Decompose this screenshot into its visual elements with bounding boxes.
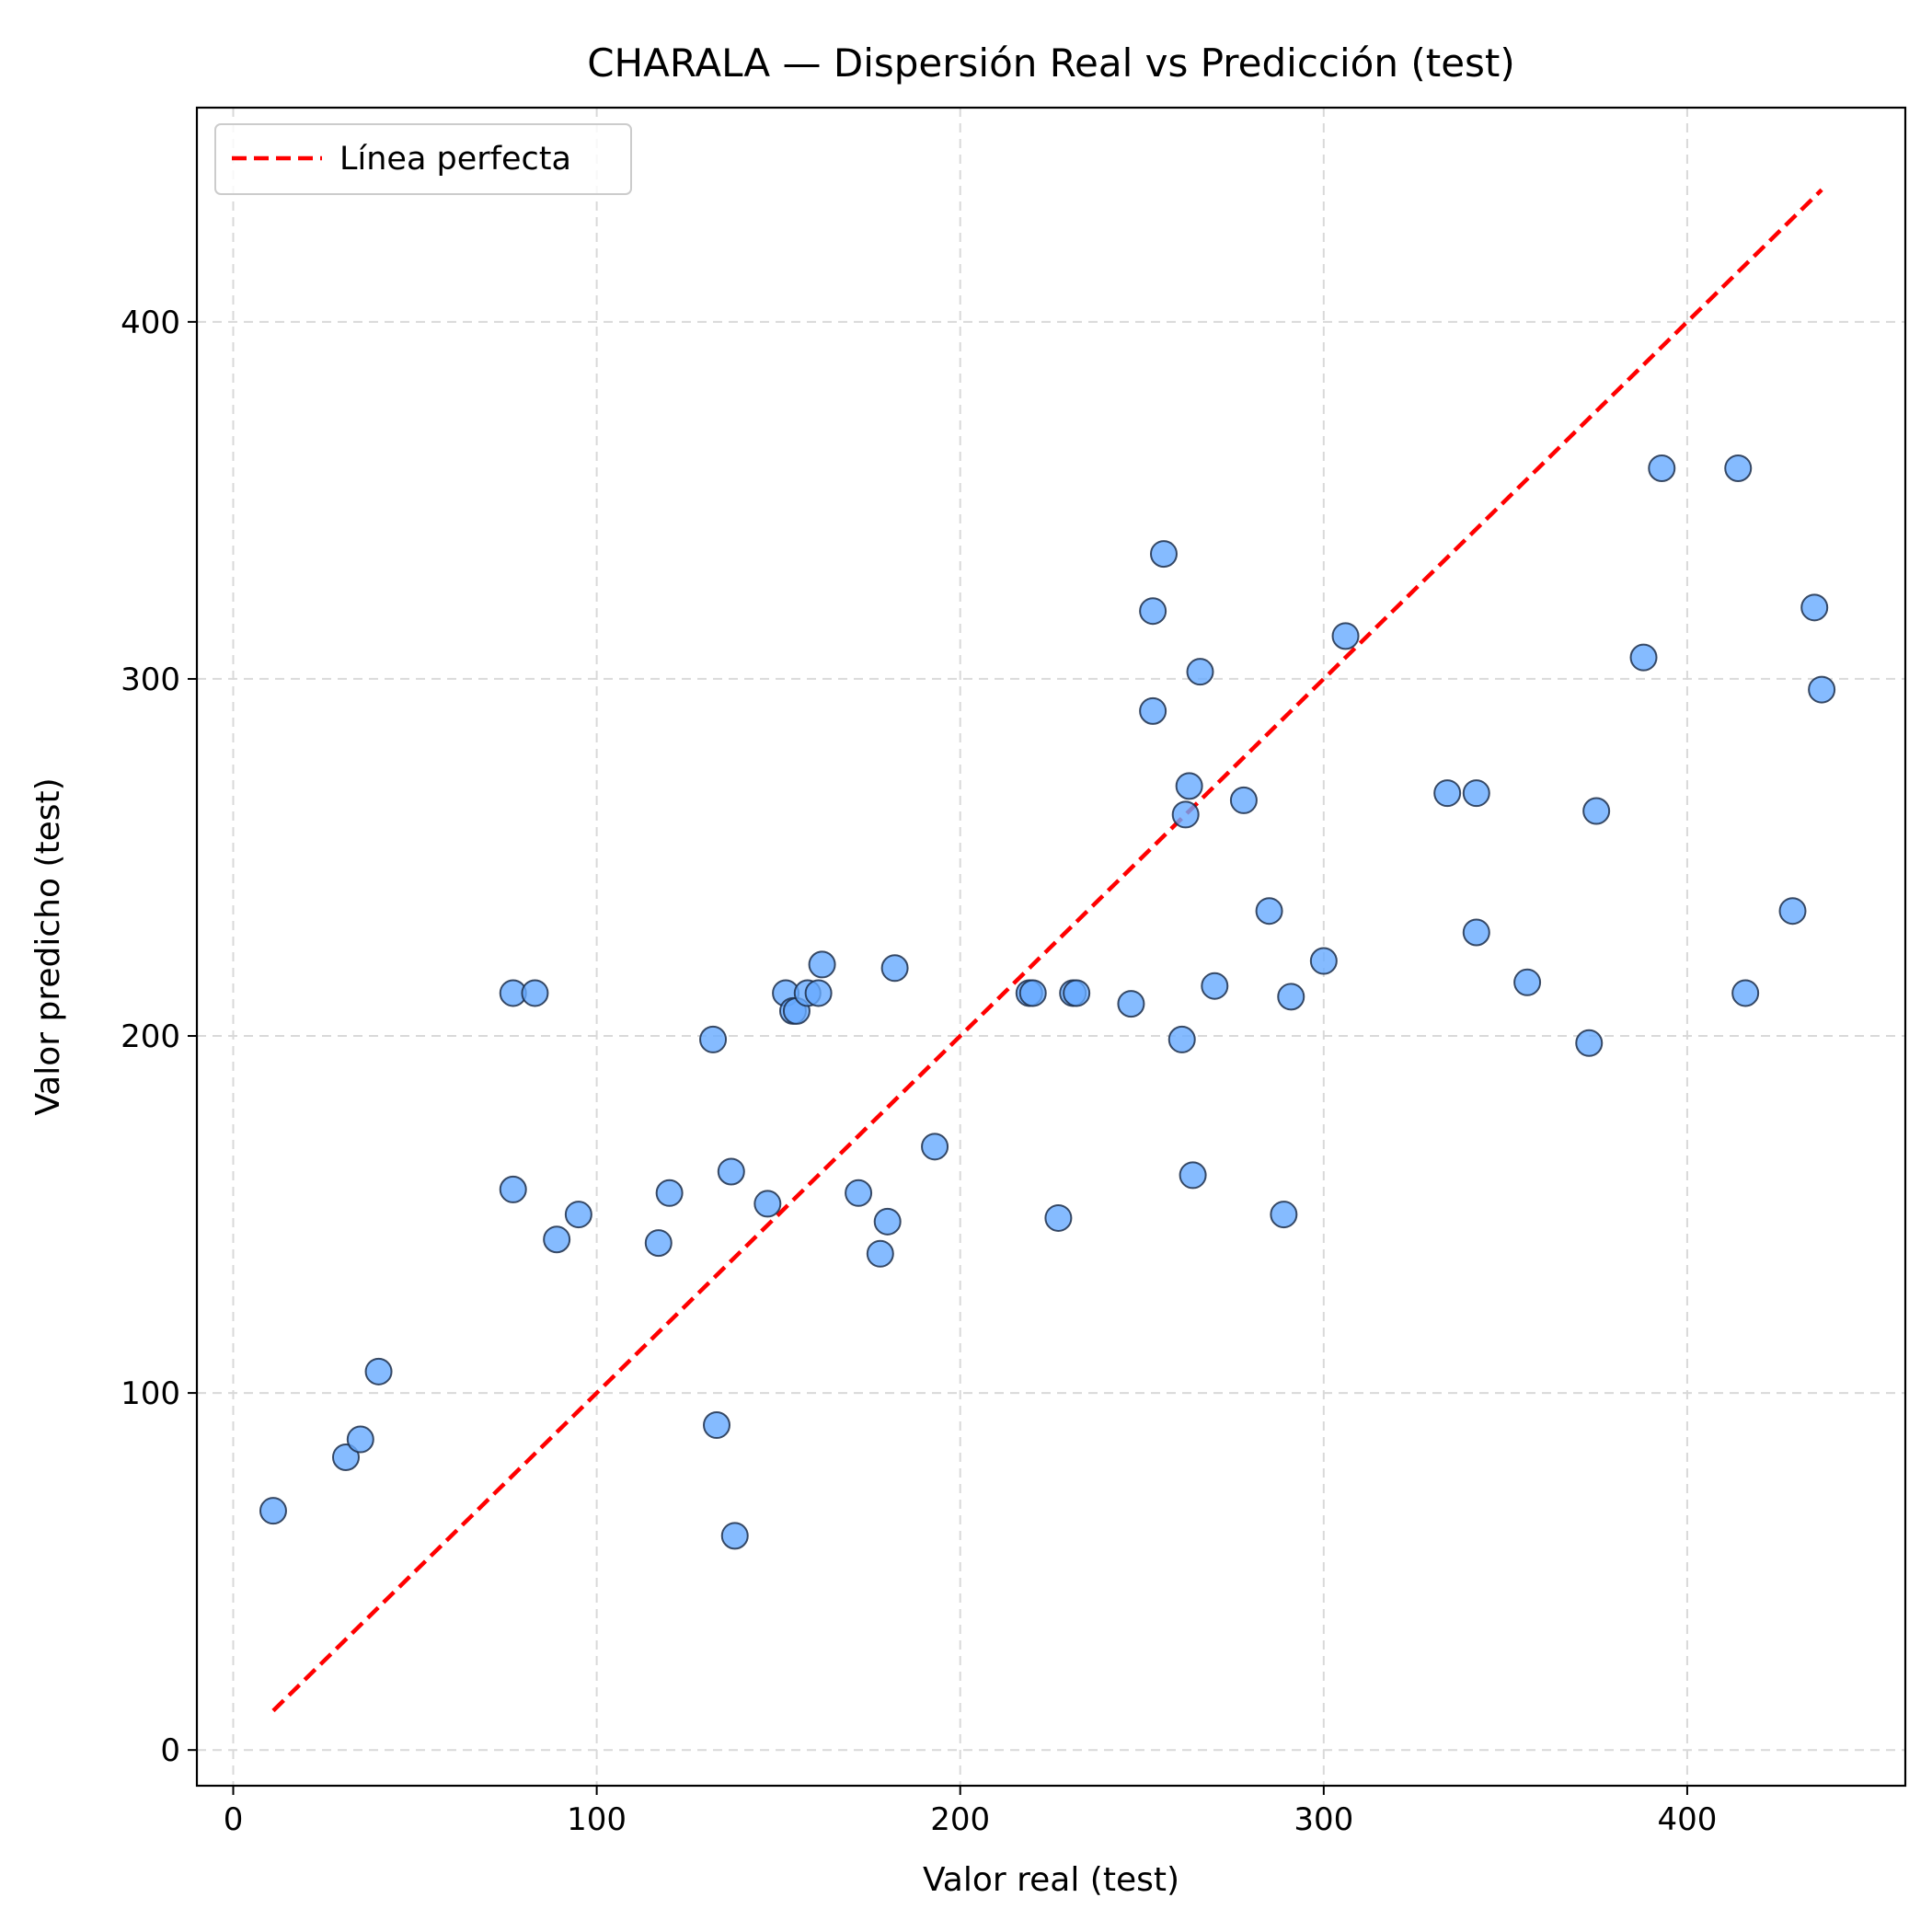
scatter-point bbox=[1513, 968, 1542, 996]
y-tick-label: 100 bbox=[121, 1375, 180, 1412]
scatter-point bbox=[1044, 1203, 1073, 1232]
scatter-point bbox=[259, 1497, 287, 1525]
x-tick-label: 300 bbox=[1294, 1801, 1353, 1838]
scatter-point bbox=[873, 1207, 902, 1236]
x-tick-label: 400 bbox=[1657, 1801, 1717, 1838]
scatter-point bbox=[699, 1025, 728, 1053]
scatter-point bbox=[880, 954, 909, 983]
scatter-point bbox=[1229, 786, 1258, 814]
scatter-point bbox=[1201, 972, 1229, 1000]
perfect-prediction-line bbox=[271, 188, 1823, 1713]
scatter-point bbox=[1171, 800, 1200, 829]
scatter-point bbox=[543, 1225, 571, 1254]
scatter-point bbox=[1731, 979, 1760, 1007]
scatter-point bbox=[1179, 1161, 1207, 1190]
scatter-point bbox=[1462, 918, 1490, 947]
scatter-point bbox=[1331, 622, 1360, 650]
scatter-point bbox=[1629, 643, 1658, 672]
plot-frame bbox=[195, 106, 1907, 1788]
grid-lines bbox=[197, 108, 1905, 1786]
scatter-point bbox=[644, 1229, 673, 1258]
scatter-point bbox=[808, 950, 836, 979]
points-layer bbox=[259, 454, 1836, 1550]
scatter-point bbox=[866, 1239, 894, 1268]
scatter-point bbox=[720, 1522, 749, 1550]
scatter-point bbox=[1462, 779, 1490, 808]
y-tick-label: 0 bbox=[160, 1732, 180, 1769]
scatter-point bbox=[346, 1425, 374, 1454]
x-tick-label: 100 bbox=[567, 1801, 627, 1838]
y-tick-label: 200 bbox=[121, 1018, 180, 1055]
scatter-point bbox=[1309, 947, 1338, 975]
scatter-point bbox=[703, 1411, 731, 1440]
y-axis-label: Valor predicho (test) bbox=[29, 777, 67, 1115]
scatter-point bbox=[753, 1190, 782, 1218]
scatter-point bbox=[564, 1201, 592, 1229]
scatter-point bbox=[1582, 797, 1611, 825]
scatter-point bbox=[521, 979, 549, 1007]
legend: Línea perfecta bbox=[214, 123, 632, 195]
scatter-point bbox=[499, 1175, 527, 1203]
y-tick-label: 400 bbox=[121, 305, 180, 341]
scatter-point bbox=[1186, 658, 1214, 686]
reference-line-layer bbox=[271, 188, 1823, 1713]
scatter-point bbox=[1117, 990, 1145, 1018]
x-tick-label: 0 bbox=[224, 1801, 244, 1838]
axis-ticks: 0 100 200 300 400 0 100 200 300 400 bbox=[121, 305, 1717, 1838]
scatter-point bbox=[1724, 454, 1753, 482]
scatter-point bbox=[364, 1357, 393, 1386]
scatter-point bbox=[1808, 675, 1836, 704]
scatter-point bbox=[331, 1443, 360, 1471]
scatter-point bbox=[1167, 1025, 1196, 1053]
scatter-point bbox=[1018, 979, 1047, 1007]
scatter-point bbox=[717, 1157, 745, 1186]
scatter-point bbox=[1139, 597, 1167, 626]
scatter-point bbox=[1270, 1201, 1298, 1229]
legend-label: Línea perfecta bbox=[339, 141, 571, 178]
scatter-point bbox=[1175, 772, 1203, 800]
scatter-point bbox=[1255, 897, 1283, 926]
x-tick-label: 200 bbox=[930, 1801, 990, 1838]
scatter-point bbox=[1149, 540, 1178, 569]
scatter-point bbox=[1648, 454, 1676, 482]
scatter-point bbox=[1433, 779, 1462, 808]
x-axis-label: Valor real (test) bbox=[923, 1861, 1179, 1899]
scatter-point bbox=[804, 979, 833, 1007]
scatter-point bbox=[1800, 593, 1829, 622]
scatter-point bbox=[1575, 1029, 1604, 1057]
scatter-point bbox=[921, 1133, 949, 1161]
scatter-point bbox=[1778, 897, 1807, 926]
scatter-point bbox=[1277, 983, 1305, 1011]
chart-title: CHARALA — Dispersión Real vs Predicción … bbox=[587, 40, 1515, 86]
scatter-point bbox=[1063, 979, 1091, 1007]
legend-box bbox=[214, 123, 632, 195]
scatter-point bbox=[655, 1179, 684, 1207]
scatter-point bbox=[845, 1179, 873, 1207]
scatter-point bbox=[1139, 696, 1167, 725]
y-tick-label: 300 bbox=[121, 661, 180, 698]
